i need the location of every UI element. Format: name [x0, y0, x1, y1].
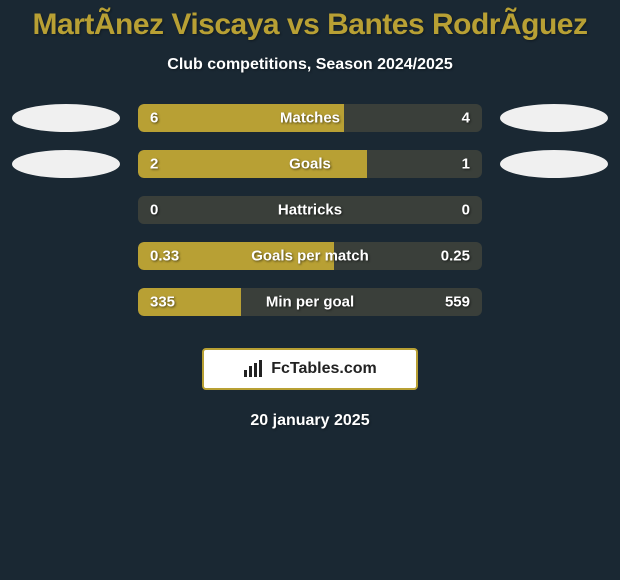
stat-bar: 2 Goals 1	[138, 150, 482, 178]
bars-icon	[243, 360, 265, 378]
stat-bar: 0.33 Goals per match 0.25	[138, 242, 482, 270]
stat-rows: 6 Matches 4 2 Goals 1 0 Hattricks 0 0.33 Goals per…	[0, 104, 620, 316]
stat-row: 2 Goals 1	[0, 150, 620, 178]
stat-left-value: 2	[150, 156, 158, 173]
stat-bar: 0 Hattricks 0	[138, 196, 482, 224]
player-left-marker	[12, 150, 120, 178]
stat-left-value: 335	[150, 294, 175, 311]
player-right-marker	[500, 150, 608, 178]
comparison-container: MartÃ­nez Viscaya vs Bantes RodrÃ­guez C…	[0, 0, 620, 430]
stat-bar-fill	[138, 150, 367, 178]
player-left-marker	[12, 104, 120, 132]
stat-row: 335 Min per goal 559	[0, 288, 620, 316]
stat-label: Hattricks	[278, 202, 342, 219]
stat-bar: 335 Min per goal 559	[138, 288, 482, 316]
date-text: 20 january 2025	[0, 412, 620, 430]
stat-label: Matches	[280, 110, 340, 127]
stat-left-value: 6	[150, 110, 158, 127]
stat-left-value: 0	[150, 202, 158, 219]
stat-left-value: 0.33	[150, 248, 179, 265]
stat-right-value: 0.25	[441, 248, 470, 265]
stat-right-value: 0	[462, 202, 470, 219]
stat-bar: 6 Matches 4	[138, 104, 482, 132]
stat-label: Goals per match	[251, 248, 369, 265]
page-title: MartÃ­nez Viscaya vs Bantes RodrÃ­guez	[0, 8, 620, 42]
stat-row: 0 Hattricks 0	[0, 196, 620, 224]
stat-row: 0.33 Goals per match 0.25	[0, 242, 620, 270]
player-right-marker	[500, 104, 608, 132]
subtitle: Club competitions, Season 2024/2025	[0, 56, 620, 74]
stat-label: Min per goal	[266, 294, 354, 311]
badge-text: FcTables.com	[271, 360, 377, 378]
stat-right-value: 4	[462, 110, 470, 127]
stat-right-value: 559	[445, 294, 470, 311]
stat-label: Goals	[289, 156, 331, 173]
source-badge[interactable]: FcTables.com	[202, 348, 418, 390]
stat-right-value: 1	[462, 156, 470, 173]
stat-row: 6 Matches 4	[0, 104, 620, 132]
